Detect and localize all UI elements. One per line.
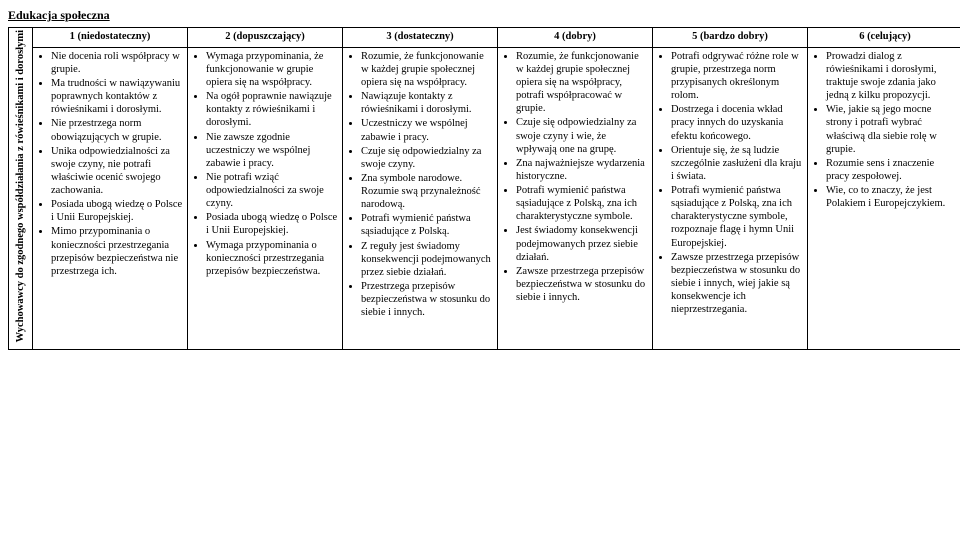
list-item: Z reguły jest świadomy konsekwencji pode… [361, 240, 493, 279]
list-item: Wymaga przypominania o konieczności prze… [206, 239, 338, 278]
cell-grade-4: Rozumie, że funkcjonowanie w każdej grup… [498, 47, 653, 349]
list-item: Potrafi odgrywać różne role w grupie, pr… [671, 50, 803, 103]
list-item: Jest świadomy konsekwencji podejmowanych… [516, 224, 648, 263]
rubric-table: Wychowawcy do zgodnego współdziałania z … [8, 27, 960, 350]
table-row: Wychowawcy do zgodnego współdziałania z … [9, 28, 960, 48]
col-header: 5 (bardzo dobry) [653, 28, 808, 48]
list-item: Zna symbole narodowe. Rozumie swą przyna… [361, 172, 493, 211]
side-label-cell: Wychowawcy do zgodnego współdziałania z … [9, 28, 33, 350]
list-item: Orientuje się, że są ludzie szczególnie … [671, 144, 803, 183]
list-item: Czuje się odpowiedzialny za swoje czyny … [516, 116, 648, 155]
list-item: Nie docenia roli współpracy w grupie. [51, 50, 183, 76]
list-item: Wymaga przypominania, że funkcjonowanie … [206, 50, 338, 89]
cell-grade-5: Potrafi odgrywać różne role w grupie, pr… [653, 47, 808, 349]
list-item: Zawsze przestrzega przepisów bezpieczeńs… [516, 265, 648, 304]
list-item: Posiada ubogą wiedzę o Polsce i Unii Eur… [51, 198, 183, 224]
list-item: Unika odpowiedzialności za swoje czyny, … [51, 145, 183, 198]
list-item: Przestrzega przepisów bezpieczeństwa w s… [361, 280, 493, 319]
col-header: 2 (dopuszczający) [188, 28, 343, 48]
list-item: Ma trudności w nawiązywaniu poprawnych k… [51, 77, 183, 116]
list-item: Potrafi wymienić państwa sąsiadujące z P… [671, 184, 803, 250]
list-item: Rozumie, że funkcjonowanie w każdej grup… [361, 50, 493, 89]
cell-grade-1: Nie docenia roli współpracy w grupie.Ma … [33, 47, 188, 349]
list-item: Wie, co to znaczy, że jest Polakiem i Eu… [826, 184, 958, 210]
cell-grade-6: Prowadzi dialog z rówieśnikami i dorosły… [808, 47, 960, 349]
list-item: Wie, jakie są jego mocne strony i potraf… [826, 103, 958, 156]
list-item: Nawiązuje kontakty z rówieśnikami i doro… [361, 90, 493, 116]
list-item: Dostrzega i docenia wkład pracy innych d… [671, 103, 803, 142]
page-title: Edukacja społeczna [8, 8, 952, 23]
list-item: Nie potrafi wziąć odpowiedzialności za s… [206, 171, 338, 210]
list-item: Rozumie, że funkcjonowanie w każdej grup… [516, 50, 648, 116]
col-header: 1 (niedostateczny) [33, 28, 188, 48]
col-header: 6 (celujący) [808, 28, 960, 48]
list-item: Zawsze przestrzega przepisów bezpieczeńs… [671, 251, 803, 317]
list-item: Czuje się odpowiedzialny za swoje czyny. [361, 145, 493, 171]
cell-grade-2: Wymaga przypominania, że funkcjonowanie … [188, 47, 343, 349]
list-item: Uczestniczy we wspólnej zabawie i pracy. [361, 117, 493, 143]
list-item: Potrafi wymienić państwa sąsiadujące z P… [361, 212, 493, 238]
col-header: 3 (dostateczny) [343, 28, 498, 48]
list-item: Potrafi wymienić państwa sąsiadujące z P… [516, 184, 648, 223]
list-item: Mimo przypominania o konieczności przest… [51, 225, 183, 278]
list-item: Nie zawsze zgodnie uczestniczy we wspóln… [206, 131, 338, 170]
side-label: Wychowawcy do zgodnego współdziałania z … [14, 30, 27, 342]
list-item: Rozumie sens i znaczenie pracy zespołowe… [826, 157, 958, 183]
list-item: Prowadzi dialog z rówieśnikami i dorosły… [826, 50, 958, 103]
list-item: Posiada ubogą wiedzę o Polsce i Unii Eur… [206, 211, 338, 237]
col-header: 4 (dobry) [498, 28, 653, 48]
list-item: Zna najważniejsze wydarzenia historyczne… [516, 157, 648, 183]
table-row: Nie docenia roli współpracy w grupie.Ma … [9, 47, 960, 349]
list-item: Nie przestrzega norm obowiązujących w gr… [51, 117, 183, 143]
cell-grade-3: Rozumie, że funkcjonowanie w każdej grup… [343, 47, 498, 349]
list-item: Na ogół poprawnie nawiązuje kontakty z r… [206, 90, 338, 129]
